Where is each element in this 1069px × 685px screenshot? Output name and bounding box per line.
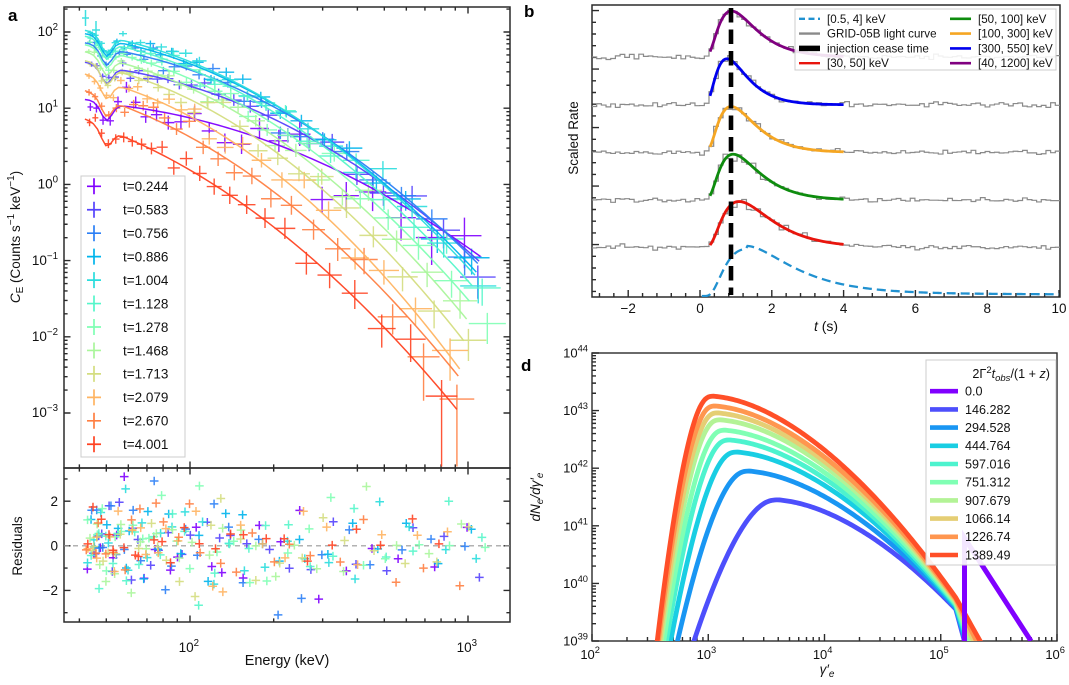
svg-text:146.282: 146.282 <box>965 403 1011 417</box>
svg-text:2: 2 <box>768 301 776 316</box>
svg-text:[50, 100] keV: [50, 100] keV <box>978 13 1047 26</box>
svg-text:−2: −2 <box>620 301 635 316</box>
svg-text:0: 0 <box>50 539 58 554</box>
svg-text:t=0.244: t=0.244 <box>123 179 169 194</box>
svg-text:[40, 1200] keV: [40, 1200] keV <box>978 57 1053 70</box>
svg-text:0.0: 0.0 <box>965 385 983 399</box>
svg-text:CE (Counts s−1 keV−1): CE (Counts s−1 keV−1) <box>6 171 26 303</box>
svg-text:[300, 550] keV: [300, 550] keV <box>978 42 1053 55</box>
svg-text:4: 4 <box>840 301 848 316</box>
svg-text:Residuals: Residuals <box>10 516 25 576</box>
svg-text:1389.49: 1389.49 <box>965 548 1011 562</box>
svg-text:t=2.079: t=2.079 <box>123 390 168 405</box>
svg-text:dNe/dγ′e: dNe/dγ′e <box>528 472 546 521</box>
svg-text:1226.74: 1226.74 <box>965 530 1011 544</box>
svg-text:2: 2 <box>50 494 58 509</box>
svg-text:8: 8 <box>983 301 991 316</box>
svg-text:GRID-05B light curve: GRID-05B light curve <box>827 28 937 41</box>
svg-text:907.679: 907.679 <box>965 494 1011 508</box>
svg-text:a: a <box>8 6 18 25</box>
svg-text:t=1.468: t=1.468 <box>123 343 168 358</box>
svg-text:injection cease time: injection cease time <box>827 42 929 55</box>
svg-text:d: d <box>521 356 531 375</box>
svg-text:6: 6 <box>912 301 920 316</box>
svg-text:t=1.128: t=1.128 <box>123 296 168 311</box>
svg-text:[0.5, 4] keV: [0.5, 4] keV <box>827 13 886 26</box>
svg-text:t=2.670: t=2.670 <box>123 414 168 429</box>
svg-text:1066.14: 1066.14 <box>965 512 1011 526</box>
svg-text:t=0.886: t=0.886 <box>123 249 168 264</box>
svg-text:−2: −2 <box>43 583 58 598</box>
svg-text:751.312: 751.312 <box>965 476 1011 490</box>
svg-text:294.528: 294.528 <box>965 421 1011 435</box>
svg-text:2Γ2tobs/(1 + z): 2Γ2tobs/(1 + z) <box>972 365 1050 384</box>
svg-text:t=1.004: t=1.004 <box>123 273 169 288</box>
svg-text:444.764: 444.764 <box>965 439 1011 453</box>
svg-text:t=0.583: t=0.583 <box>123 203 168 218</box>
svg-text:10: 10 <box>1051 301 1066 316</box>
svg-text:Scaled Rate: Scaled Rate <box>566 101 581 175</box>
svg-text:t (s): t (s) <box>814 318 838 334</box>
svg-text:[30, 50] keV: [30, 50] keV <box>827 57 889 70</box>
svg-text:t=0.756: t=0.756 <box>123 226 168 241</box>
svg-text:Energy (keV): Energy (keV) <box>245 653 330 669</box>
svg-text:[100, 300] keV: [100, 300] keV <box>978 28 1053 41</box>
svg-text:t=1.713: t=1.713 <box>123 367 168 382</box>
svg-text:597.016: 597.016 <box>965 457 1011 471</box>
svg-text:t=1.278: t=1.278 <box>123 320 168 335</box>
svg-text:t=4.001: t=4.001 <box>123 437 168 452</box>
svg-text:0: 0 <box>696 301 704 316</box>
svg-text:b: b <box>524 2 534 21</box>
